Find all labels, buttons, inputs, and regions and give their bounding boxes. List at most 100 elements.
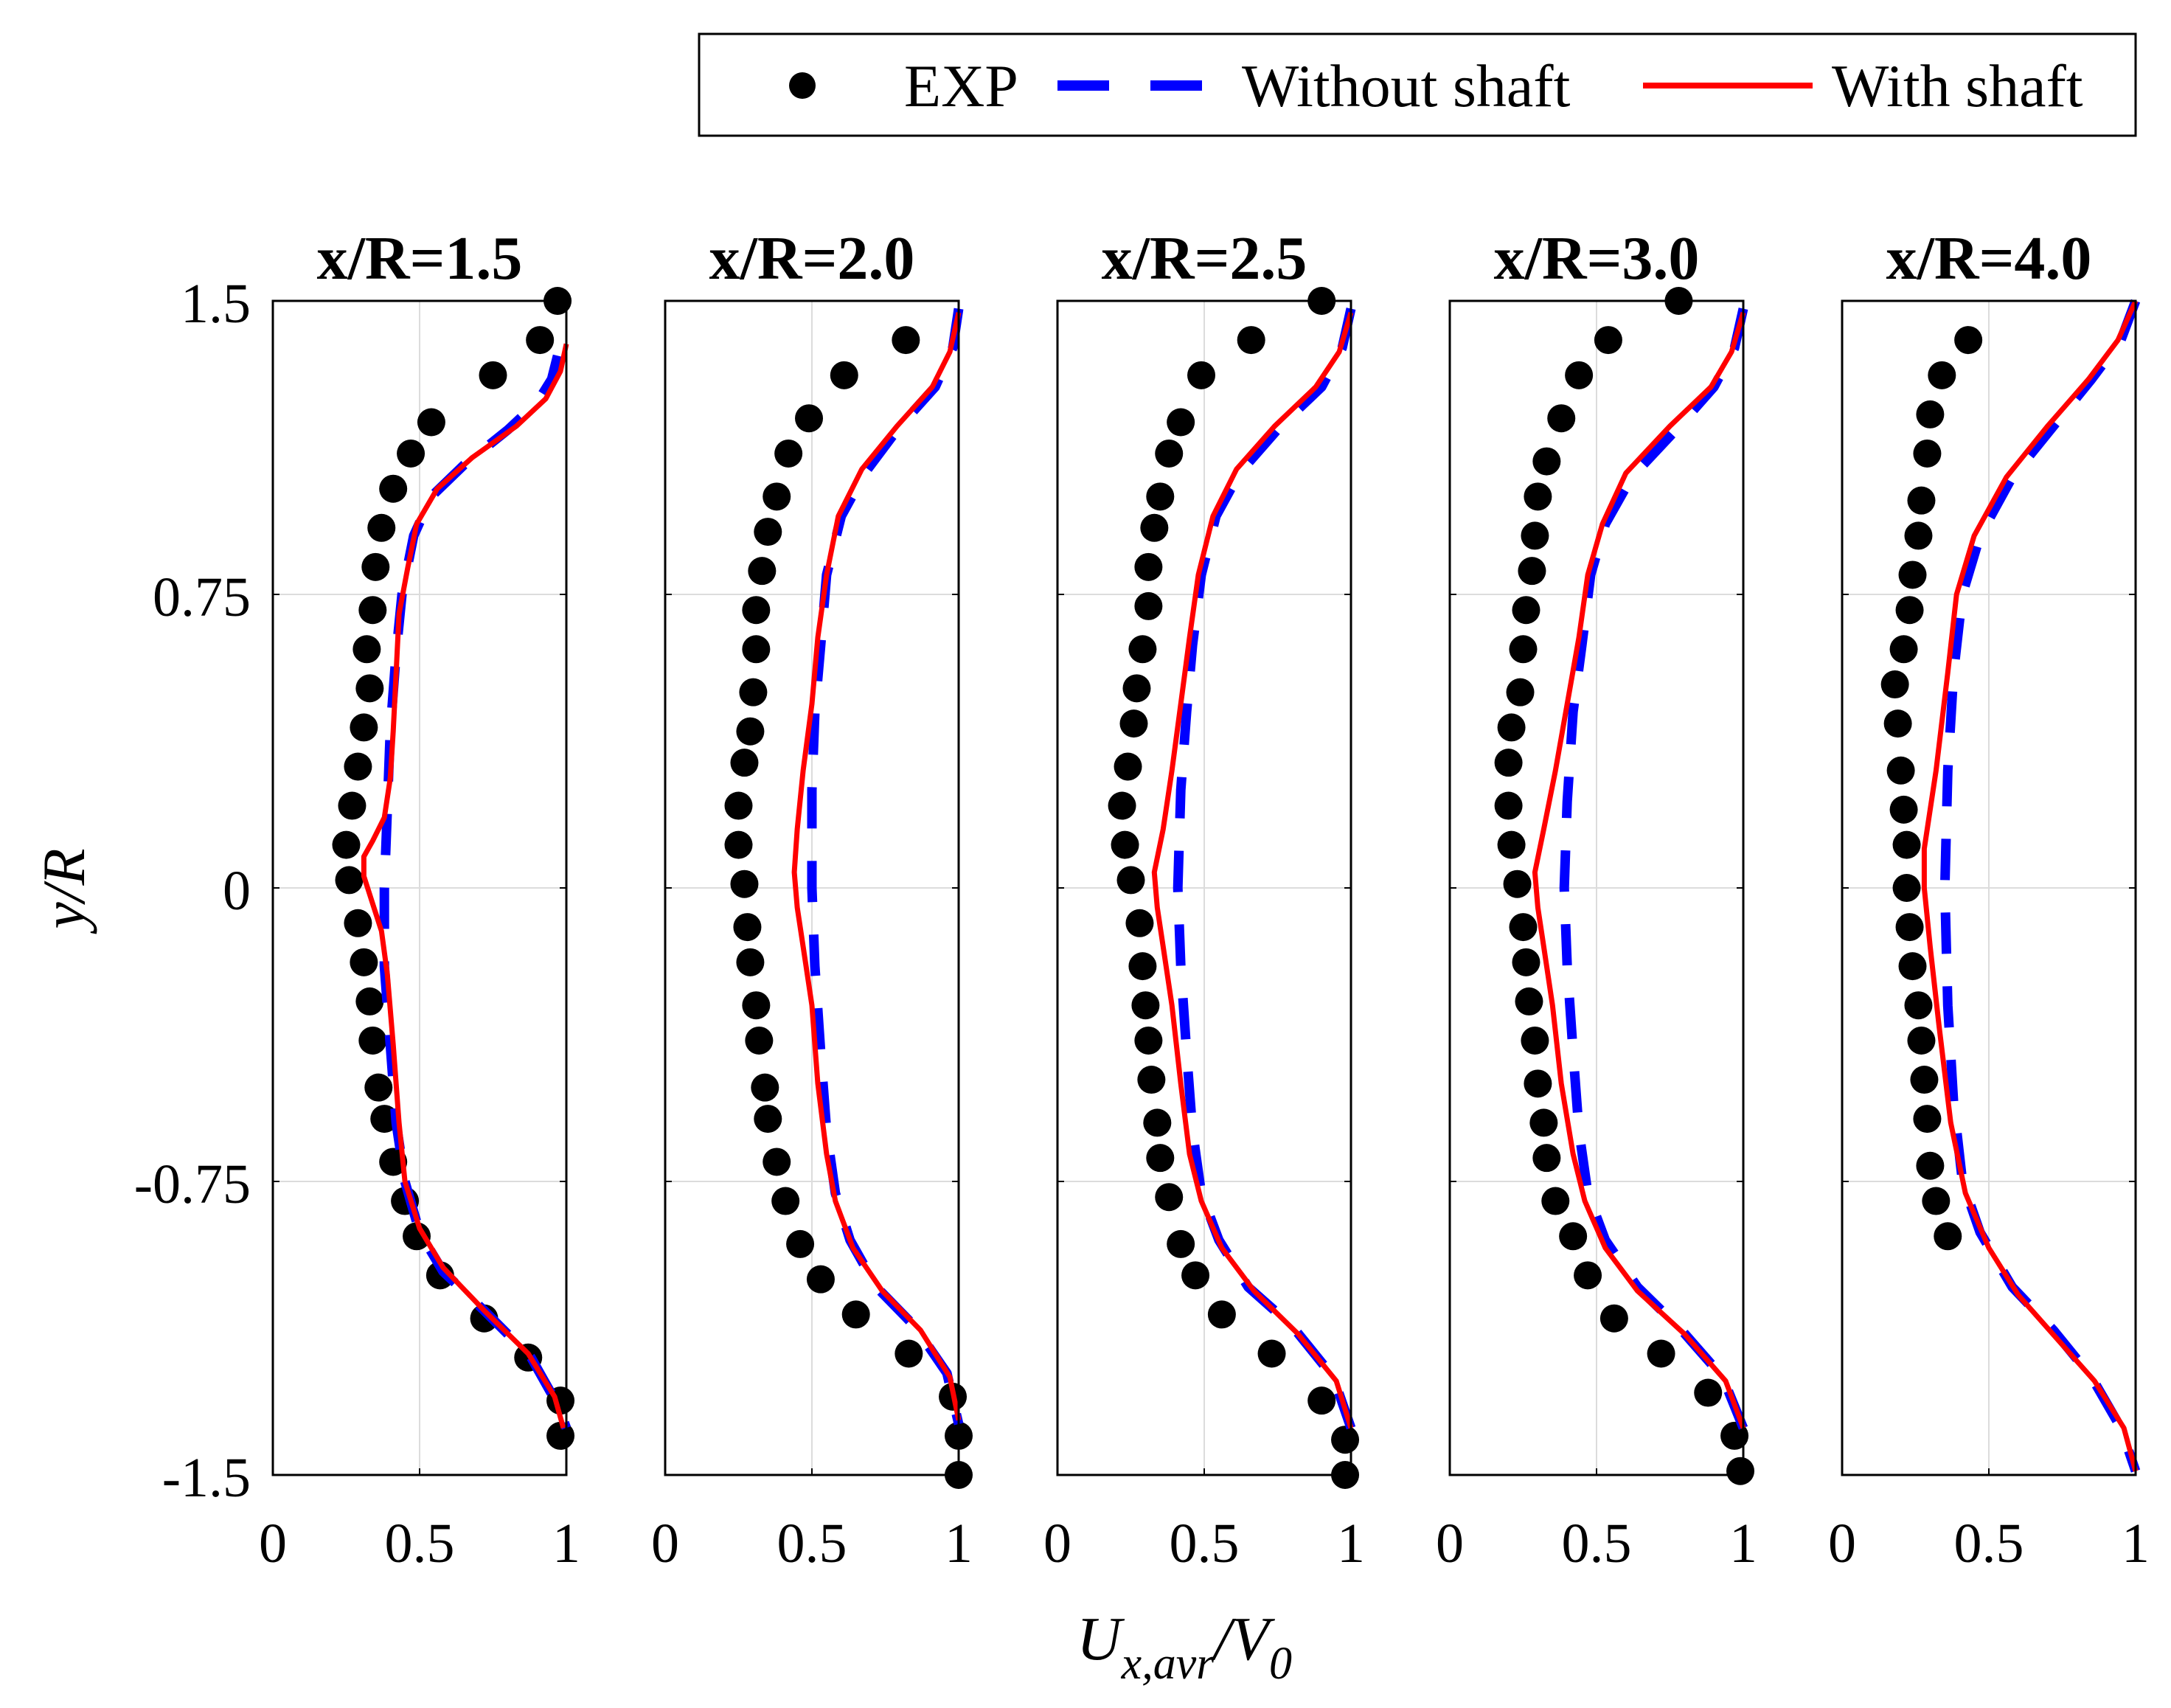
exp-marker (344, 752, 372, 781)
exp-marker (786, 1229, 815, 1258)
axes-box (1448, 299, 1745, 1476)
exp-marker (1518, 557, 1546, 586)
x-tick-label: 1 (552, 1513, 580, 1575)
series-line-with-shaft (361, 343, 569, 1429)
legend: EXP Without shaft With shaft (698, 32, 2137, 137)
panel-1: x/R=1.5 0 0.5 1 (259, 224, 580, 1575)
exp-marker (1155, 1183, 1184, 1212)
exp-marker (830, 361, 858, 389)
exp-marker (1907, 1026, 1936, 1055)
exp-marker (1916, 400, 1945, 428)
y-tick-label: -0.75 (134, 1153, 251, 1215)
exp-marker (754, 1105, 782, 1134)
exp-marker (1524, 1069, 1552, 1098)
exp-marker (1119, 709, 1148, 738)
x-tick-label: 0.5 (1954, 1513, 2024, 1575)
exp-marker (344, 909, 372, 937)
exp-marker (733, 913, 762, 942)
exp-marker (1155, 439, 1184, 468)
exp-marker (1521, 521, 1549, 550)
exp-marker (1187, 361, 1216, 389)
exp-marker (403, 1222, 431, 1251)
exp-marker (1889, 635, 1918, 664)
exp-marker (546, 1421, 575, 1450)
exp-marker (1880, 670, 1909, 699)
panel-title: x/R=1.5 (317, 224, 523, 293)
x-tick-label: 0 (651, 1513, 679, 1575)
exp-marker (771, 1187, 800, 1215)
y-axis-label: y/R (30, 848, 97, 934)
legend-label-without-shaft: Without shaft (1242, 52, 1571, 119)
exp-marker (730, 749, 759, 777)
exp-marker (1892, 874, 1921, 902)
exp-marker (1934, 1222, 1962, 1251)
exp-marker (1898, 952, 1927, 981)
exp-marker (1207, 1300, 1236, 1329)
y-tick-labels: 1.5 0.75 0 -0.75 -1.5 (134, 273, 251, 1509)
exp-marker (1116, 866, 1145, 895)
exp-marker (1532, 447, 1561, 476)
exp-marker (379, 474, 408, 503)
exp-marker (1307, 1386, 1336, 1415)
exp-marker (397, 439, 425, 468)
exp-marker (358, 1026, 387, 1055)
exp-marker (1509, 913, 1538, 942)
x-tick-label: 0.5 (777, 1513, 847, 1575)
exp-marker (1954, 326, 1983, 355)
exp-marker (748, 557, 777, 586)
exp-marker (1497, 713, 1526, 742)
exp-marker (1547, 404, 1576, 433)
exp-marker (417, 408, 445, 437)
exp-marker (1140, 513, 1169, 542)
x-tick-label: 0 (259, 1513, 287, 1575)
exp-marker (1494, 749, 1523, 777)
exp-marker (1257, 1339, 1286, 1368)
axes-box (271, 299, 568, 1476)
exp-marker (745, 1026, 774, 1055)
exp-marker (1128, 952, 1157, 981)
x-tick-label: 1 (2122, 1513, 2150, 1575)
exp-marker (1904, 991, 1933, 1020)
x-tick-label: 0 (1436, 1513, 1464, 1575)
axes-box (1056, 299, 1352, 1476)
exp-marker (730, 869, 759, 898)
exp-marker (1134, 552, 1163, 581)
y-tick-label: -1.5 (162, 1447, 251, 1509)
exp-marker (1910, 1066, 1939, 1094)
x-tick-label: 0 (1828, 1513, 1856, 1575)
exp-marker (355, 674, 384, 703)
y-tick-label: 0.75 (153, 566, 251, 628)
exp-marker (1913, 1105, 1942, 1134)
exp-marker (352, 635, 381, 664)
exp-marker (1512, 948, 1540, 976)
x-axis-label-main: U (1077, 1605, 1125, 1673)
exp-marker (1114, 752, 1142, 781)
exp-marker (358, 596, 387, 625)
exp-marker (1131, 991, 1160, 1020)
series-line-without-shaft (379, 354, 572, 1430)
axes-box (664, 299, 960, 1476)
exp-marker (1916, 1151, 1945, 1180)
exp-marker (742, 991, 771, 1020)
exp-marker (1895, 596, 1924, 625)
panel-title: x/R=3.0 (1494, 224, 1700, 293)
exp-marker (1143, 1108, 1172, 1137)
exp-marker (1111, 830, 1139, 859)
series-line-with-shaft (1532, 311, 1746, 1429)
exp-marker (742, 635, 771, 664)
exp-marker (1125, 909, 1154, 937)
panel-title: x/R=2.0 (709, 224, 915, 293)
exp-marker (1532, 1144, 1561, 1173)
panel-4: x/R=3.0 0 0.5 1 (1436, 224, 1757, 1575)
exp-marker (763, 1148, 791, 1176)
panels: x/R=1.50 0.5 1x/R=2.00 0.5 1x/R=2.50 0.5 1x/R=… (259, 224, 2150, 1575)
panel-title: x/R=2.5 (1102, 224, 1307, 293)
exp-marker (1922, 1187, 1951, 1215)
exp-marker (763, 482, 791, 511)
exp-marker (1694, 1378, 1723, 1407)
exp-marker (350, 948, 378, 976)
exp-marker (1146, 482, 1175, 511)
panel-title: x/R=4.0 (1886, 224, 2092, 293)
exp-marker (338, 791, 367, 820)
exp-marker (1726, 1457, 1755, 1485)
